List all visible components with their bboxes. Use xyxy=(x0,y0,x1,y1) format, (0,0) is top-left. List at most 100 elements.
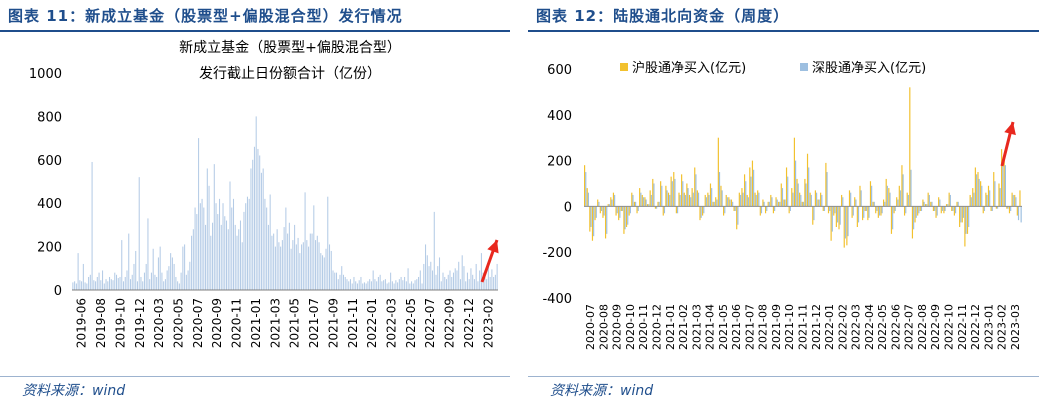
shenzhen-bar xyxy=(703,206,705,214)
shanghai-bar xyxy=(838,206,840,230)
shenzhen-bar xyxy=(682,181,684,207)
data-bar xyxy=(95,281,97,290)
data-bar xyxy=(222,203,224,290)
x-tick-label: 2021-01 xyxy=(249,298,263,348)
x-tick-label: 2020-11 xyxy=(637,304,650,350)
data-bar xyxy=(386,283,388,290)
shenzhen-bar xyxy=(697,192,700,207)
shenzhen-bar xyxy=(965,206,967,234)
data-bar xyxy=(185,274,187,290)
data-bar xyxy=(433,211,435,290)
data-bar xyxy=(236,235,238,290)
data-bar xyxy=(264,198,266,290)
shenzhen-bar xyxy=(886,185,888,207)
left-chart-panel: 图表 11：新成立基金（股票型+偏股混合型）发行情况 新成立基金（股票型+偏股混… xyxy=(0,0,510,402)
chart-subtitle: 发行截止日份额合计（亿份） xyxy=(199,66,381,82)
shanghai-bar xyxy=(775,197,777,207)
shenzhen-bar xyxy=(941,206,944,211)
data-bar xyxy=(89,274,91,290)
data-bar xyxy=(178,283,180,290)
shenzhen-bar xyxy=(915,206,917,218)
x-tick-label: 2021-06 xyxy=(730,304,743,350)
data-bar xyxy=(297,237,299,290)
shenzhen-bar xyxy=(899,190,902,207)
data-bar xyxy=(384,279,386,290)
right-source-rule xyxy=(528,376,1039,377)
data-bar xyxy=(493,276,495,290)
data-bar xyxy=(294,224,296,290)
shanghai-bar xyxy=(822,206,824,211)
shanghai-bar xyxy=(764,206,767,214)
data-bar xyxy=(437,266,439,290)
shenzhen-bar xyxy=(850,192,852,207)
legend-swatch-shenzhen xyxy=(800,63,808,71)
shenzhen-bar xyxy=(593,206,595,237)
data-bar xyxy=(328,244,331,290)
shanghai-bar xyxy=(631,192,633,207)
data-bar xyxy=(266,207,268,290)
right-chart-panel: 图表 12：陆股通北向资金（周度） -400 -200 0 200 400 600 沪股通净… xyxy=(528,0,1039,402)
shenzhen-bar xyxy=(737,206,739,225)
y-tick-label: 800 xyxy=(37,110,62,125)
data-bar xyxy=(103,283,105,290)
data-bar xyxy=(112,280,114,290)
x-tick-label: 2020-05 xyxy=(172,298,186,348)
data-bar xyxy=(484,274,486,290)
shenzhen-bar xyxy=(611,199,613,207)
data-bar xyxy=(287,233,289,290)
shenzhen-bar xyxy=(960,206,962,223)
shanghai-bar xyxy=(712,201,714,207)
x-tick-label: 2020-09 xyxy=(611,304,624,350)
data-bar xyxy=(129,279,132,290)
shenzhen-bar xyxy=(742,192,744,207)
x-tick-label: 2022-05 xyxy=(876,304,889,350)
data-bar xyxy=(271,235,273,290)
shenzhen-bar xyxy=(726,197,728,207)
data-bar xyxy=(423,263,425,290)
x-tick-label: 2022-07 xyxy=(423,298,437,348)
shanghai-bar xyxy=(594,206,596,221)
data-bar xyxy=(161,272,163,290)
x-tick-label: 2020-11 xyxy=(230,298,244,348)
shenzhen-bar xyxy=(873,201,875,207)
data-bar xyxy=(156,276,158,290)
shanghai-bar xyxy=(961,206,963,223)
shenzhen-bar xyxy=(619,206,621,218)
shenzhen-bar xyxy=(747,197,749,207)
x-tick-label: 2021-05 xyxy=(288,298,302,348)
data-bar xyxy=(199,203,201,290)
data-bar xyxy=(491,269,493,290)
data-bar xyxy=(395,280,397,290)
data-bar xyxy=(238,229,240,290)
left-source-note: 资料来源：wind xyxy=(22,383,126,399)
shanghai-bar xyxy=(977,172,979,207)
shanghai-bar xyxy=(639,188,641,207)
data-bar xyxy=(175,276,177,290)
data-bar xyxy=(224,216,226,290)
y-tick-label: 400 xyxy=(547,109,572,124)
data-bar xyxy=(194,207,196,290)
shenzhen-bar xyxy=(760,206,763,214)
shanghai-bar xyxy=(985,192,987,207)
shanghai-bar xyxy=(657,201,659,207)
shanghai-bar xyxy=(843,206,845,248)
shenzhen-bar xyxy=(986,194,988,207)
shenzhen-bar xyxy=(758,192,760,207)
shenzhen-bar xyxy=(913,206,915,230)
data-bar xyxy=(323,257,325,290)
shenzhen-bar xyxy=(889,192,891,207)
shanghai-bar xyxy=(972,188,974,207)
shenzhen-bar xyxy=(842,197,844,207)
data-bar xyxy=(173,263,175,290)
x-tick-label: 2022-10 xyxy=(943,304,956,350)
data-bar xyxy=(143,272,145,290)
left-bar-chart: 新成立基金（股票型+偏股混合型） 发行截止日份额合计（亿份） 0 200 400 600 8… xyxy=(29,39,499,348)
shenzhen-bar xyxy=(669,194,671,207)
shanghai-bar xyxy=(859,185,861,207)
data-bar xyxy=(210,235,212,290)
x-tick-label: 2021-03 xyxy=(690,304,703,350)
data-bar xyxy=(269,194,271,290)
shanghai-bar xyxy=(856,206,858,228)
x-tick-label: 2020-07 xyxy=(584,304,597,350)
shanghai-bar xyxy=(599,206,601,214)
